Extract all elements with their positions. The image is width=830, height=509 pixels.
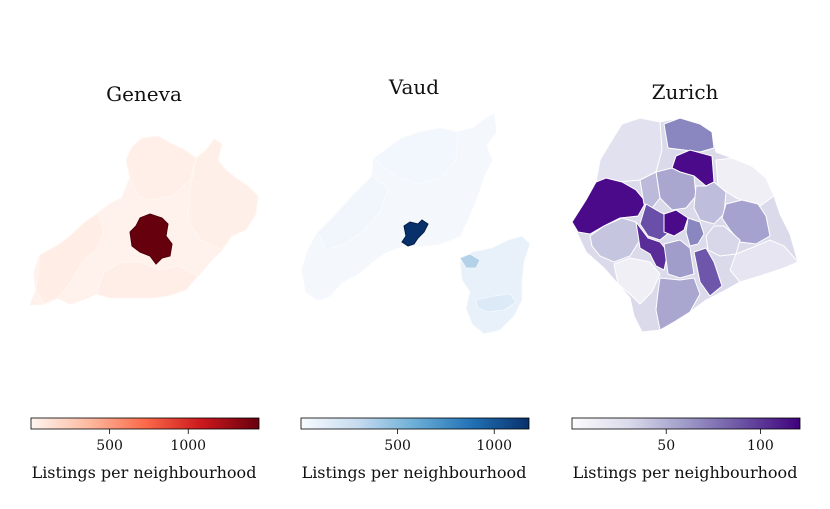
zurich-district-friesenberg bbox=[613, 257, 661, 305]
geneva-colorbar-label: Listings per neighbourhood bbox=[31, 463, 257, 482]
zurich-district-wollishofen bbox=[655, 277, 701, 331]
geneva-map bbox=[29, 135, 259, 306]
vaud-title: Vaud bbox=[388, 75, 440, 99]
zurich-colorbar-tick-label: 50 bbox=[657, 438, 676, 454]
vaud-colorbar-tick-label: 500 bbox=[384, 438, 411, 454]
vaud-colorbar bbox=[300, 417, 530, 430]
zurich-district-seefeld bbox=[693, 247, 723, 297]
zurich-district-oberstrass bbox=[721, 199, 771, 245]
vaud-region-lavaux bbox=[475, 293, 517, 313]
geneva-region-west bbox=[35, 212, 105, 305]
zurich-district-enge bbox=[663, 239, 695, 279]
zurich-district-oerlikon bbox=[663, 117, 715, 153]
zurich-map bbox=[571, 117, 799, 333]
vaud-region-north bbox=[373, 127, 459, 185]
zurich-colorbar-tick-label: 100 bbox=[747, 438, 774, 454]
vaud-colorbar-label: Listings per neighbourhood bbox=[301, 463, 527, 482]
geneva-colorbar-tick-label: 500 bbox=[96, 438, 123, 454]
zurich-district-langstrasse bbox=[639, 203, 671, 241]
vaud-lausanne-district bbox=[401, 219, 429, 247]
geneva-colorbar-tick-label: 1000 bbox=[170, 438, 207, 454]
zurich-district-fluntern bbox=[705, 225, 741, 257]
zurich-district-albisrieden bbox=[589, 217, 641, 263]
zurich-colorbar-label: Listings per neighbourhood bbox=[572, 463, 798, 482]
geneva-region-south bbox=[95, 261, 199, 299]
vaud-region-northwest bbox=[317, 175, 389, 251]
vaud-map bbox=[301, 113, 531, 335]
geneva-region-east bbox=[187, 138, 259, 251]
geneva-region-north bbox=[125, 135, 197, 201]
zurich-colorbar bbox=[571, 417, 801, 430]
zurich-district-city bbox=[685, 217, 705, 247]
vaud-region-vevey bbox=[459, 253, 481, 269]
geneva-colorbar bbox=[30, 417, 260, 430]
geneva-title: Geneva bbox=[106, 82, 182, 106]
geneva-city-district bbox=[129, 213, 173, 265]
zurich-district-gewerbeschule bbox=[663, 209, 689, 237]
vaud-colorbar-tick-label: 1000 bbox=[476, 438, 513, 454]
zurich-district-wiedikon bbox=[635, 221, 669, 271]
zurich-district-hoengg bbox=[639, 171, 661, 209]
zurich-title: Zurich bbox=[651, 80, 719, 104]
zurich-district-hirslanden bbox=[729, 239, 799, 283]
